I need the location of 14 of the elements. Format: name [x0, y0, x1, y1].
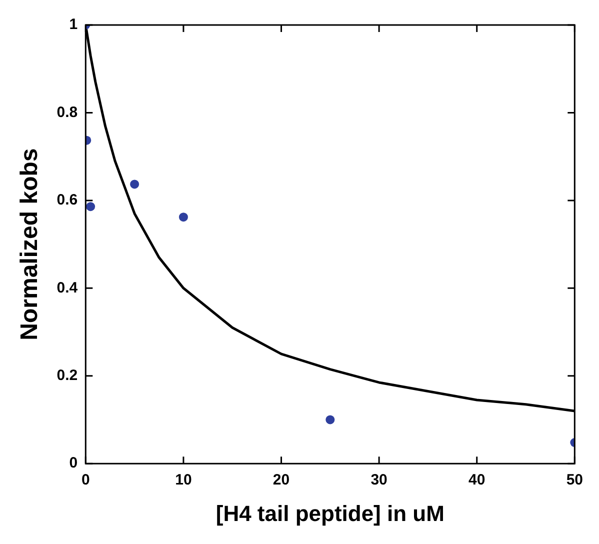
x-tick-label: 50: [566, 472, 583, 489]
x-tick-label: 20: [272, 472, 290, 489]
x-tick-label: 30: [370, 472, 388, 489]
x-tick-label: 40: [468, 472, 486, 489]
x-axis-title: [H4 tail peptide] in uM: [216, 500, 444, 526]
y-tick-label: 0: [69, 454, 78, 472]
y-axis-title: Normalized kobs: [16, 148, 44, 340]
x-tick-label: 10: [175, 472, 192, 489]
y-tick-label: 0.4: [56, 279, 78, 296]
x-tick-label: 0: [81, 472, 90, 489]
y-tick-label: 0.8: [56, 104, 78, 121]
y-tick-label: 0.2: [56, 367, 78, 384]
y-tick-label: 1: [69, 16, 78, 34]
y-tick-label: 0.6: [56, 192, 78, 209]
